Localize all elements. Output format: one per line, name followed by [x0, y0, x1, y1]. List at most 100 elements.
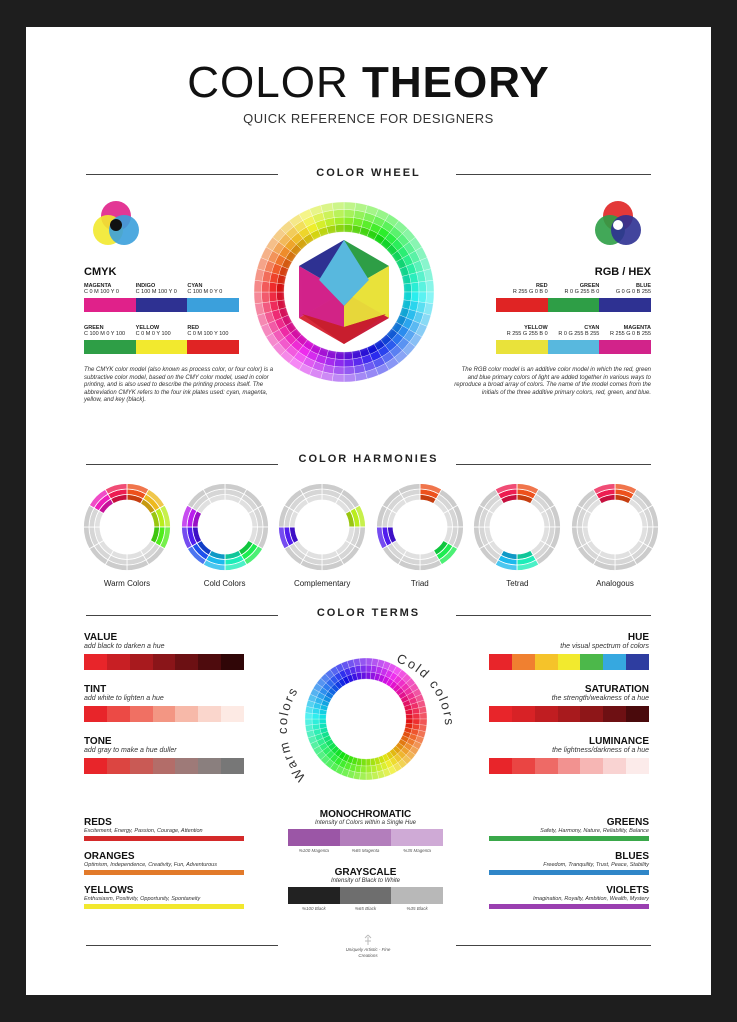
term-swatch	[175, 758, 199, 774]
color-swatch	[547, 339, 600, 354]
color-meaning: GREENS Safety, Harmony, Nature, Reliabili…	[489, 817, 649, 841]
term-block: TONE add gray to make a hue duller	[84, 736, 245, 774]
harmony-wheel	[83, 483, 171, 571]
term-swatch	[580, 654, 604, 670]
harmony-wheel	[278, 483, 367, 571]
color-swatch	[547, 297, 600, 312]
term-swatch	[106, 706, 130, 722]
scale-swatch	[288, 829, 340, 846]
meaning-text: Safety, Harmony, Nature, Reliability, Ba…	[540, 828, 649, 834]
color-meaning: BLUES Freedom, Tranquility, Trust, Peace,…	[489, 851, 649, 875]
term-swatch	[489, 758, 512, 774]
scale-swatch	[339, 887, 392, 904]
monochromatic-swatches	[288, 829, 444, 846]
divider-right	[456, 615, 651, 616]
scale-label: %100 Black	[301, 906, 326, 911]
harmony-item: Cold Colors	[179, 482, 271, 592]
wheel-segment	[332, 202, 345, 211]
swatch-item: RED R 255 G 0 B 0	[496, 283, 548, 313]
term-swatch	[129, 706, 153, 722]
scale-label: %100 Magenta	[298, 848, 329, 853]
cmyk-swatches-row2: GREEN C 100 M 0 Y 100 YELLOW C 0 M 0 Y 100 R…	[84, 325, 240, 355]
meaning-bar	[84, 904, 244, 909]
meaning-title: GREENS	[606, 817, 649, 828]
term-swatch	[603, 706, 627, 722]
monochromatic-subtitle: Intensity of Colors within a Single Hue	[314, 820, 417, 826]
wheel-segment	[425, 280, 434, 293]
swatch-code: R 0 G 255 B 255	[558, 331, 600, 338]
term-block: LUMINANCE the lightness/darkness of a hue	[489, 736, 650, 774]
term-swatch	[489, 654, 512, 670]
term-swatch	[152, 654, 176, 670]
ring-segment	[365, 664, 372, 673]
swatch-item: YELLOW R 255 G 255 B 0	[496, 325, 548, 355]
term-swatch	[557, 654, 581, 670]
color-meaning: YELLOWS Enthusiasm, Positivity, Opportuni…	[84, 885, 244, 909]
scale-label: %65 Black	[354, 906, 377, 911]
term-swatch	[603, 654, 627, 670]
harmony-wheel	[571, 483, 659, 571]
swatch-code: C 0 M 0 Y 100	[135, 331, 171, 338]
swatch-code: C 0 M 100 Y 0	[84, 289, 119, 296]
wheel-segment	[410, 291, 420, 302]
section-title-color-wheel: COLOR WHEEL	[316, 167, 421, 179]
term-swatch	[489, 706, 512, 722]
swatch-item: GREEN R 0 G 255 B 0	[547, 283, 600, 313]
ring-segment	[365, 765, 372, 774]
wheel-segment	[343, 366, 355, 375]
color-meaning: VIOLETS Imagination, Royalty, Ambition, W…	[489, 885, 649, 909]
wheel-segment	[268, 282, 278, 293]
meaning-title: REDS	[84, 817, 112, 828]
ring-segment	[360, 671, 367, 680]
ring-segment	[359, 657, 367, 666]
meanings-right-column: GREENS Safety, Harmony, Nature, Reliabili…	[489, 817, 649, 919]
term-swatch	[198, 758, 222, 774]
term-swatch	[84, 758, 107, 774]
cmyk-venn-icon	[93, 201, 139, 245]
term-swatch	[84, 706, 107, 722]
swatch-item: MAGENTA C 0 M 100 Y 0	[84, 283, 136, 313]
meaning-text: Imagination, Royalty, Ambition, Wealth, …	[532, 896, 649, 902]
temperature-wheel: Warm colors Cold colors	[275, 651, 456, 785]
swatch-item: CYAN C 100 M 0 Y 0	[187, 283, 240, 313]
meaning-text: Enthusiasm, Positivity, Opportunity, Spo…	[84, 896, 201, 902]
harmony-label: Cold Colors	[203, 579, 246, 588]
grayscale-block: GRAYSCALE Intensity of Black to White %1…	[288, 867, 444, 911]
term-title: TINT	[84, 684, 107, 695]
harmony-segment	[299, 483, 323, 495]
harmony-item: Analogous	[569, 482, 661, 592]
swatch-name: GREEN	[579, 283, 600, 289]
harmony-segment	[592, 483, 616, 495]
ring-segment	[304, 712, 313, 720]
term-swatch	[534, 706, 558, 722]
scale-swatch	[391, 887, 444, 904]
swatch-item: GREEN C 100 M 0 Y 100	[84, 325, 136, 355]
wheel-segment	[261, 291, 270, 303]
monochromatic-block: MONOCHROMATIC Intensity of Colors within…	[288, 809, 444, 853]
meaning-title: ORANGES	[84, 851, 135, 862]
term-swatches	[489, 758, 650, 774]
color-swatch	[187, 339, 240, 354]
term-subtitle: the lightness/darkness of a hue	[552, 747, 649, 754]
swatch-name: CYAN	[187, 283, 203, 289]
color-swatch	[135, 339, 188, 354]
wheel-segment	[261, 281, 270, 293]
footer-credit-2: Creations	[358, 953, 378, 958]
wheel-segment	[425, 291, 434, 304]
wheel-segment	[268, 291, 278, 302]
color-swatch	[599, 297, 652, 312]
section-title-color-harmonies: COLOR HARMONIES	[298, 453, 439, 465]
term-swatch	[152, 758, 176, 774]
ring-segment	[311, 718, 320, 725]
term-swatches	[489, 706, 650, 722]
term-swatch	[152, 706, 176, 722]
term-swatch	[511, 758, 535, 774]
harmony-segment	[104, 483, 128, 495]
swatch-code: R 0 G 255 B 0	[564, 289, 600, 296]
color-swatch	[84, 339, 136, 354]
scale-label: %35 Black	[406, 906, 428, 911]
meaning-text: Excitement, Energy, Passion, Courage, At…	[84, 828, 203, 834]
term-swatch	[580, 706, 604, 722]
term-swatch	[198, 706, 222, 722]
page-subtitle: QUICK REFERENCE FOR DESIGNERS	[243, 111, 494, 126]
